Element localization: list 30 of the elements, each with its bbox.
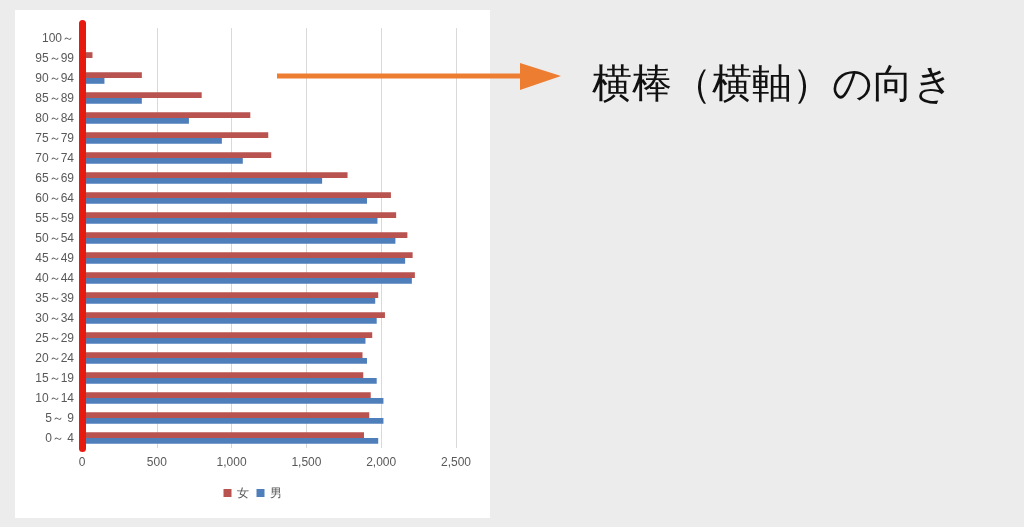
y-tick-label: 25～29 (35, 331, 75, 345)
y-tick-label: 55～59 (35, 211, 75, 225)
y-tick-label: 30～34 (35, 311, 75, 325)
y-tick-label: 100～ (41, 31, 74, 45)
x-tick-label: 1,500 (291, 455, 322, 469)
y-tick-label: 35～39 (35, 291, 75, 305)
y-tick-label: 80～84 (35, 111, 75, 125)
x-tick-label: 2,500 (440, 455, 472, 469)
y-tick-label: 90～94 (35, 71, 75, 85)
x-tick-label: 1,000 (216, 455, 247, 469)
legend-label: 男 (269, 486, 282, 500)
text: 横棒（横軸）の向き (592, 59, 954, 108)
y-tick-label: 45～49 (35, 251, 75, 265)
y-tick-label: 40～44 (35, 271, 75, 285)
y-tick-label: 75～79 (35, 131, 75, 145)
legend-label: 女 (236, 486, 249, 500)
y-tick-label: 5～ 9 (45, 411, 75, 425)
x-tick-label: 0 (78, 455, 86, 469)
y-tick-label: 50～54 (35, 231, 75, 245)
y-tick-label: 65～69 (35, 171, 75, 185)
y-tick-label: 20～24 (35, 351, 75, 365)
y-tick-label: 85～89 (35, 91, 75, 105)
y-tick-label: 0～ 4 (45, 431, 75, 445)
y-tick-label: 70～74 (35, 151, 75, 165)
x-tick-label: 500 (146, 455, 168, 469)
x-tick-label: 2,000 (366, 455, 397, 469)
y-tick-label: 95～99 (35, 51, 75, 65)
y-tick-label: 15～19 (35, 371, 75, 385)
y-tick-label: 10～14 (35, 391, 75, 405)
y-tick-label: 60～64 (35, 191, 75, 205)
